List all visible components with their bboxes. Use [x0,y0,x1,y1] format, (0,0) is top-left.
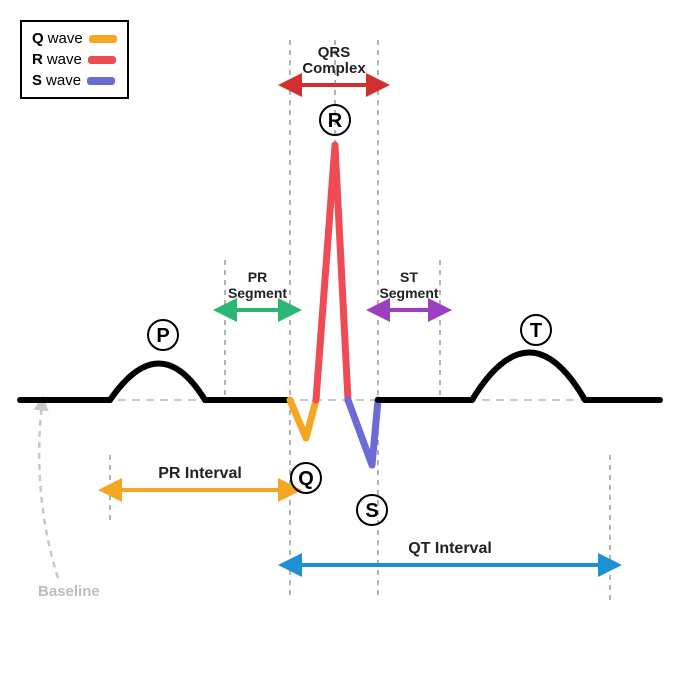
svg-text:Complex: Complex [302,60,366,77]
ecg-diagram: BaselinePRSegmentSTSegmentQRSComplexPR I… [0,0,680,680]
svg-text:Q: Q [298,468,314,490]
svg-text:QRS: QRS [318,44,351,61]
svg-text:PR: PR [248,269,267,285]
svg-text:PR Interval: PR Interval [158,465,242,482]
svg-text:ST: ST [400,269,418,285]
svg-text:Baseline: Baseline [38,583,100,600]
svg-text:Segment: Segment [228,285,287,301]
svg-text:QT Interval: QT Interval [408,540,492,557]
svg-text:P: P [156,325,169,347]
svg-text:Segment: Segment [379,285,438,301]
svg-text:S: S [365,500,378,522]
svg-text:R: R [328,110,343,132]
svg-text:T: T [530,320,542,342]
